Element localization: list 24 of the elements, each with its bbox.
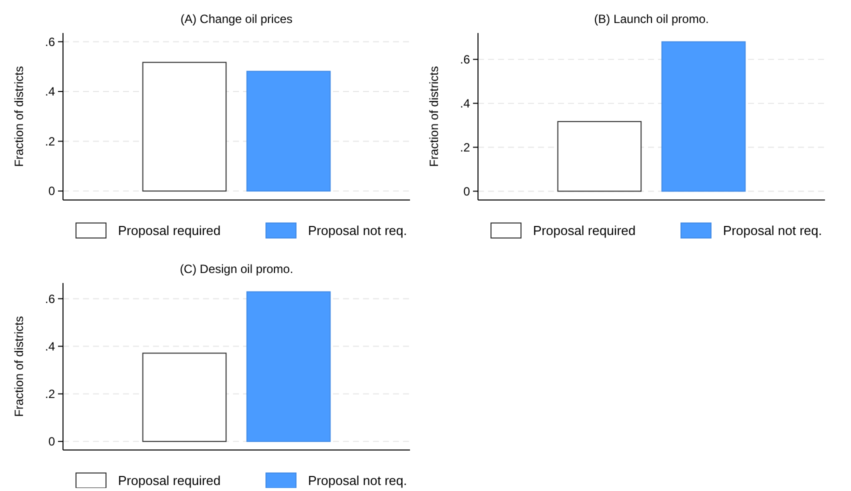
legend-label: Proposal not req. [723,223,822,238]
y-axis-title: Fraction of districts [12,316,26,417]
legend-label: Proposal not req. [308,223,408,238]
y-tick-label: .2 [460,140,470,154]
y-tick-label: .6 [44,292,56,306]
legend-label: Proposal not req. [308,473,408,488]
chart-title: (B) Launch oil promo. [594,12,709,26]
y-tick-label: 0 [48,184,56,198]
y-tick-label: .4 [460,96,470,111]
y-tick-label: .4 [44,339,56,354]
chart-title: (C) Design oil promo. [180,262,294,276]
y-axis-title: Fraction of districts [427,66,441,167]
legend-label: Proposal required [118,473,221,488]
y-tick-label: .6 [44,34,56,49]
chart-title: (A) Change oil prices [180,12,293,26]
y-axis-title: Fraction of districts [12,66,26,167]
legend-label: Proposal required [533,223,636,238]
y-tick-label: .4 [44,84,56,99]
y-tick-label: .2 [44,134,56,148]
y-tick-label: 0 [48,434,56,449]
y-tick-label: .6 [460,52,470,67]
legend-label: Proposal required [118,223,221,238]
y-tick-label: 0 [463,184,470,198]
y-tick-label: .2 [44,387,56,402]
